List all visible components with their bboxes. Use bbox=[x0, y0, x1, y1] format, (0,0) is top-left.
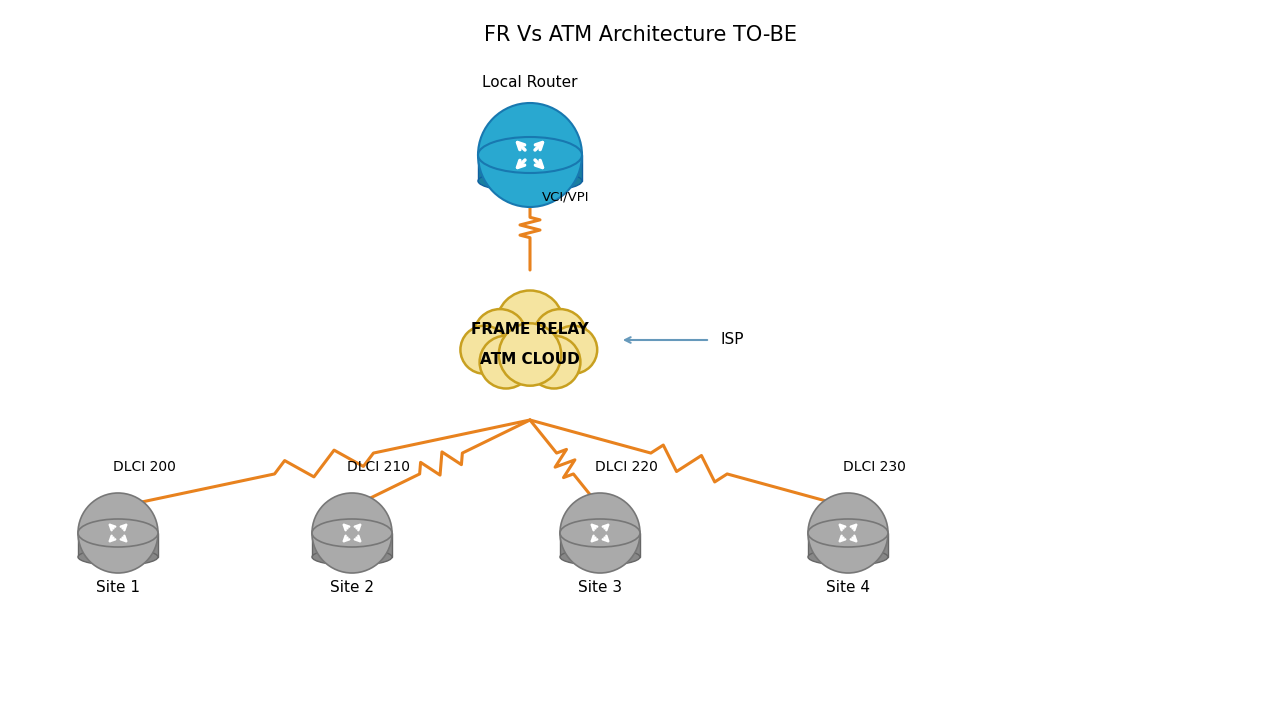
Ellipse shape bbox=[477, 170, 582, 192]
Text: Site 1: Site 1 bbox=[96, 580, 140, 595]
Polygon shape bbox=[312, 533, 392, 557]
Ellipse shape bbox=[808, 549, 888, 565]
Text: ATM CLOUD: ATM CLOUD bbox=[480, 353, 580, 367]
Circle shape bbox=[474, 309, 526, 362]
Circle shape bbox=[808, 493, 888, 573]
Circle shape bbox=[312, 493, 392, 573]
Polygon shape bbox=[561, 533, 640, 557]
Polygon shape bbox=[78, 533, 157, 557]
Ellipse shape bbox=[561, 549, 640, 565]
Circle shape bbox=[461, 325, 508, 374]
Ellipse shape bbox=[477, 137, 582, 173]
Text: DLCI 210: DLCI 210 bbox=[347, 460, 410, 474]
Circle shape bbox=[549, 325, 598, 374]
Text: VCI/VPI: VCI/VPI bbox=[541, 191, 590, 204]
Text: Local Router: Local Router bbox=[483, 75, 577, 90]
Circle shape bbox=[561, 493, 640, 573]
Circle shape bbox=[480, 336, 532, 389]
Text: FRAME RELAY: FRAME RELAY bbox=[471, 323, 589, 338]
Ellipse shape bbox=[312, 549, 392, 565]
Circle shape bbox=[477, 103, 582, 207]
Text: Site 2: Site 2 bbox=[330, 580, 374, 595]
Circle shape bbox=[534, 309, 586, 362]
Text: ISP: ISP bbox=[719, 333, 744, 348]
Polygon shape bbox=[808, 533, 888, 557]
Circle shape bbox=[527, 336, 580, 389]
Circle shape bbox=[497, 290, 563, 358]
Text: DLCI 220: DLCI 220 bbox=[595, 460, 658, 474]
Text: DLCI 230: DLCI 230 bbox=[844, 460, 906, 474]
Text: Site 3: Site 3 bbox=[579, 580, 622, 595]
Ellipse shape bbox=[561, 519, 640, 547]
Text: DLCI 200: DLCI 200 bbox=[113, 460, 175, 474]
Circle shape bbox=[499, 323, 561, 386]
Ellipse shape bbox=[808, 519, 888, 547]
Circle shape bbox=[78, 493, 157, 573]
Ellipse shape bbox=[78, 519, 157, 547]
Text: FR Vs ATM Architecture TO-BE: FR Vs ATM Architecture TO-BE bbox=[484, 25, 796, 45]
Ellipse shape bbox=[78, 549, 157, 565]
Text: Site 4: Site 4 bbox=[826, 580, 870, 595]
Ellipse shape bbox=[312, 519, 392, 547]
Polygon shape bbox=[477, 155, 582, 181]
